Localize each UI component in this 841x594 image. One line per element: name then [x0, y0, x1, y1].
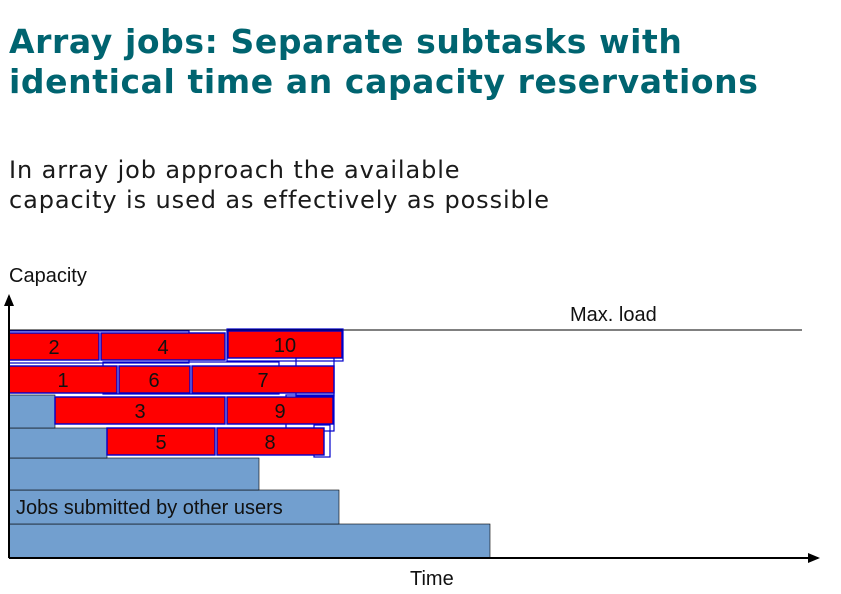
- y-axis-label: Capacity: [9, 265, 87, 287]
- array-job-tasks: [8, 330, 343, 456]
- other-user-job: [8, 489, 340, 525]
- slide-title-line: Array jobs: Separate subtasks with: [9, 22, 683, 61]
- array-job-task-6: [118, 365, 191, 394]
- other-user-job: [8, 427, 108, 459]
- array-job-task-3: [54, 396, 226, 425]
- array-job-label: 2: [48, 337, 59, 359]
- array-job-task-4: [100, 332, 226, 361]
- slide-subtitle-line: capacity is used as effectively as possi…: [9, 186, 550, 214]
- other-users-jobs: [8, 394, 491, 559]
- slide-title: Array jobs: Separate subtasks with ident…: [9, 22, 829, 102]
- array-job-task-7: [191, 365, 335, 394]
- array-job-slot: [226, 328, 344, 362]
- other-users-label: Jobs submitted by other users: [16, 497, 283, 519]
- array-job-task-9: [226, 396, 334, 425]
- other-user-job: [8, 457, 260, 491]
- array-job-label: 6: [148, 370, 159, 392]
- array-job-label: 10: [274, 335, 296, 357]
- slide-subtitle: In array job approach the available capa…: [9, 155, 829, 215]
- array-job-label: 9: [274, 401, 285, 423]
- array-job-task-1: [8, 365, 118, 394]
- other-user-job: [8, 523, 491, 559]
- array-job-task-10: [227, 330, 343, 359]
- array-job-label: 4: [157, 337, 168, 359]
- array-job-label: 1: [57, 370, 68, 392]
- array-job-labels: 2 4 10 1 6 7 3 9 5 8: [48, 335, 296, 454]
- array-job-task-5: [106, 427, 216, 456]
- array-job-task-8: [216, 427, 325, 456]
- other-user-job: [8, 394, 56, 429]
- slide-subtitle-line: In array job approach the available: [9, 156, 461, 184]
- max-load-label: Max. load: [570, 304, 657, 326]
- array-job-task-2: [8, 332, 100, 361]
- array-job-label: 5: [155, 432, 166, 454]
- x-axis-label: Time: [410, 568, 454, 590]
- array-job-label: 3: [134, 401, 145, 423]
- slide-title-line: identical time an capacity reservations: [9, 62, 759, 101]
- array-job-label: 8: [264, 432, 275, 454]
- array-job-label: 7: [257, 370, 268, 392]
